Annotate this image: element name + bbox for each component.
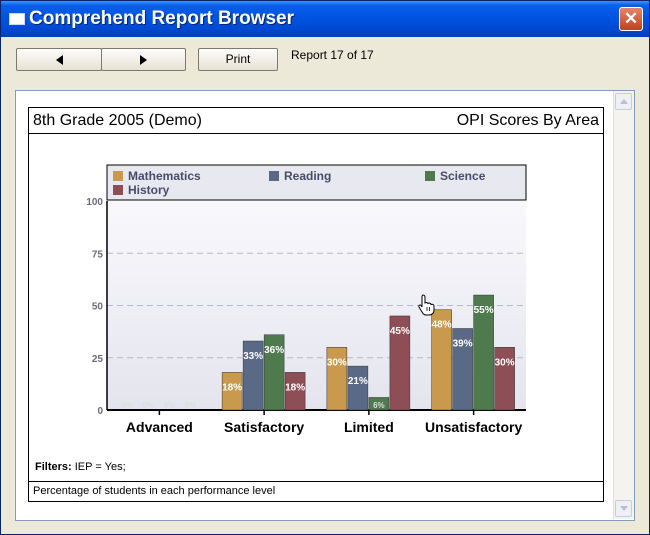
x-category-label: Unsatisfactory	[425, 419, 522, 435]
bar-value-label: 30%	[327, 357, 347, 368]
bar-value-label: 48%	[432, 320, 452, 331]
x-category-label: Advanced	[126, 419, 193, 435]
bar	[284, 372, 306, 411]
bar-value-label: 0%	[185, 401, 197, 410]
bar	[494, 347, 515, 411]
arrow-left-icon	[55, 54, 63, 65]
bar	[431, 309, 452, 411]
bar-value-label: 55%	[474, 305, 494, 316]
bar-value-label: 18%	[285, 382, 305, 393]
y-tick-label: 0	[97, 406, 103, 417]
filters-value: IEP = Yes;	[74, 461, 126, 473]
legend-swatch	[269, 171, 279, 181]
bar-value-label: 39%	[453, 338, 473, 349]
legend-swatch	[113, 185, 123, 195]
bar-value-label: 0%	[164, 401, 176, 410]
close-button[interactable]: ✕	[619, 7, 643, 31]
bar	[347, 365, 369, 411]
legend-label: History	[128, 183, 170, 197]
x-category-label: Limited	[344, 419, 394, 435]
close-icon: ✕	[623, 9, 639, 28]
report-subtitle: OPI Scores By Area	[456, 112, 599, 129]
report-count: Report 17 of 17	[291, 48, 374, 62]
window-icon	[9, 13, 25, 25]
title-bar[interactable]: Comprehend Report Browser ✕	[1, 1, 649, 37]
report-header: 8th Grade 2005 (Demo) OPI Scores By Area	[29, 108, 603, 134]
vertical-scrollbar[interactable]	[613, 91, 634, 519]
bar-value-label: 0%	[143, 401, 155, 410]
y-tick-label: 75	[92, 249, 104, 260]
bar	[242, 340, 264, 411]
filters-label: Filters:	[35, 461, 72, 473]
bar-value-label: 36%	[264, 345, 284, 356]
legend-label: Reading	[284, 169, 331, 183]
arrow-right-icon	[140, 54, 147, 65]
opi-scores-chart: Mathematics Reading Science History 0 25 50 75 1…	[86, 164, 527, 435]
report-title: 8th Grade 2005 (Demo)	[33, 112, 202, 129]
chart-legend	[106, 164, 527, 201]
bar-value-label: 18%	[222, 382, 242, 393]
scroll-down-icon	[620, 506, 628, 511]
bar-value-label: 33%	[243, 351, 263, 362]
report-footer: Percentage of students in each performan…	[29, 481, 603, 501]
print-button[interactable]: Print	[198, 48, 278, 71]
bar-value-label: 45%	[390, 326, 410, 337]
next-report-button[interactable]	[101, 48, 186, 71]
legend-label: Science	[440, 169, 486, 183]
bar	[452, 328, 473, 411]
window-title: Comprehend Report Browser	[29, 8, 294, 29]
scroll-up-button[interactable]	[615, 93, 632, 110]
bar	[221, 372, 243, 411]
legend-label: Mathematics	[128, 169, 201, 183]
hand-cursor-icon	[418, 294, 435, 316]
bar-value-label: 21%	[348, 376, 368, 387]
report-filters: Filters: IEP = Yes;	[35, 461, 126, 473]
legend-swatch	[425, 171, 435, 181]
x-category-label: Satisfactory	[224, 419, 304, 435]
y-tick-label: 100	[86, 197, 103, 208]
bar	[389, 315, 411, 411]
y-tick-label: 50	[92, 302, 104, 313]
bar	[473, 294, 494, 411]
bar	[326, 347, 348, 411]
legend-swatch	[113, 171, 123, 181]
scroll-down-button[interactable]	[615, 500, 632, 517]
bar	[263, 334, 285, 411]
bar	[368, 397, 390, 411]
bar-value-label: 0%	[122, 401, 134, 410]
bar-value-label: 30%	[495, 357, 515, 368]
scroll-up-icon	[620, 99, 628, 104]
y-tick-label: 25	[92, 354, 104, 365]
previous-report-button[interactable]	[16, 48, 102, 71]
bar-value-label: 6%	[373, 401, 385, 410]
